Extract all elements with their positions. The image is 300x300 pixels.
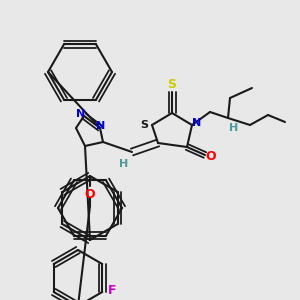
Text: O: O — [85, 188, 95, 200]
Text: N: N — [76, 109, 85, 119]
Text: H: H — [119, 159, 129, 169]
Text: F: F — [108, 284, 116, 296]
Text: O: O — [206, 151, 216, 164]
Text: N: N — [192, 118, 202, 128]
Text: H: H — [230, 123, 238, 133]
Text: S: S — [167, 77, 176, 91]
Text: N: N — [96, 121, 106, 131]
Text: S: S — [140, 120, 148, 130]
